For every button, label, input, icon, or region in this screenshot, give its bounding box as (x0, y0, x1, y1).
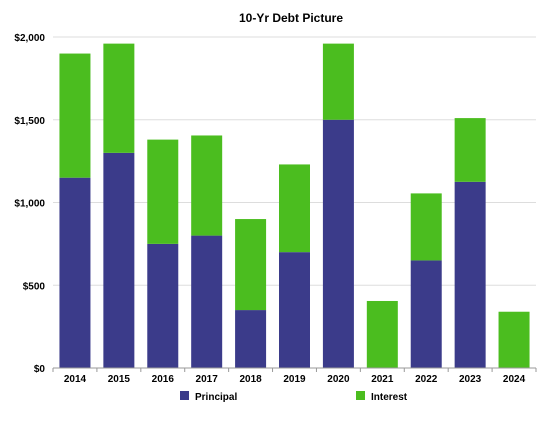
chart-title: 10-Yr Debt Picture (239, 11, 343, 25)
bar-principal-2018 (235, 310, 267, 368)
x-tick-label: 2015 (108, 374, 131, 385)
x-tick-label: 2017 (196, 374, 219, 385)
bar-principal-2017 (191, 235, 223, 368)
y-tick-label: $1,500 (14, 116, 45, 127)
x-tick-label: 2021 (371, 374, 394, 385)
legend-swatch-interest (356, 391, 365, 400)
bar-interest-2024 (498, 311, 530, 368)
bar-interest-2017 (191, 135, 223, 236)
legend-label-principal: Principal (195, 392, 237, 403)
x-tick-label: 2016 (152, 374, 175, 385)
bar-principal-2016 (147, 243, 179, 368)
legend-swatch-principal (180, 391, 189, 400)
y-tick-label: $1,000 (14, 199, 45, 210)
y-tick-label: $500 (23, 281, 46, 292)
bar-principal-2015 (103, 152, 135, 368)
y-tick-label: $0 (34, 364, 46, 375)
axes: $0 $500 $1,000 $1,500 $2,000 2014 2015 2016 2017… (14, 33, 537, 385)
bar-interest-2014 (59, 53, 91, 178)
bar-interest-2021 (366, 300, 398, 368)
x-tick-label: 2020 (327, 374, 350, 385)
bar-principal-2022 (410, 260, 442, 368)
bar-principal-2023 (454, 181, 486, 368)
bars (59, 43, 530, 368)
bar-interest-2020 (322, 43, 354, 120)
x-tick-label: 2019 (283, 374, 306, 385)
x-tick-label: 2018 (239, 374, 262, 385)
legend: Principal Interest (180, 391, 408, 403)
x-tick-label: 2014 (64, 374, 87, 385)
bar-principal-2020 (322, 119, 354, 368)
legend-label-interest: Interest (371, 392, 408, 403)
bar-interest-2018 (235, 219, 267, 311)
bar-interest-2019 (279, 164, 310, 253)
x-tick-label: 2023 (459, 374, 482, 385)
x-tick-label: 2022 (415, 374, 438, 385)
bar-principal-2019 (279, 252, 310, 368)
bar-interest-2016 (147, 139, 179, 244)
x-tick-label: 2024 (503, 374, 526, 385)
bar-principal-2014 (59, 177, 91, 368)
bar-interest-2022 (410, 193, 442, 261)
y-tick-label: $2,000 (14, 33, 45, 44)
bar-interest-2023 (454, 118, 486, 182)
bar-interest-2015 (103, 43, 135, 153)
